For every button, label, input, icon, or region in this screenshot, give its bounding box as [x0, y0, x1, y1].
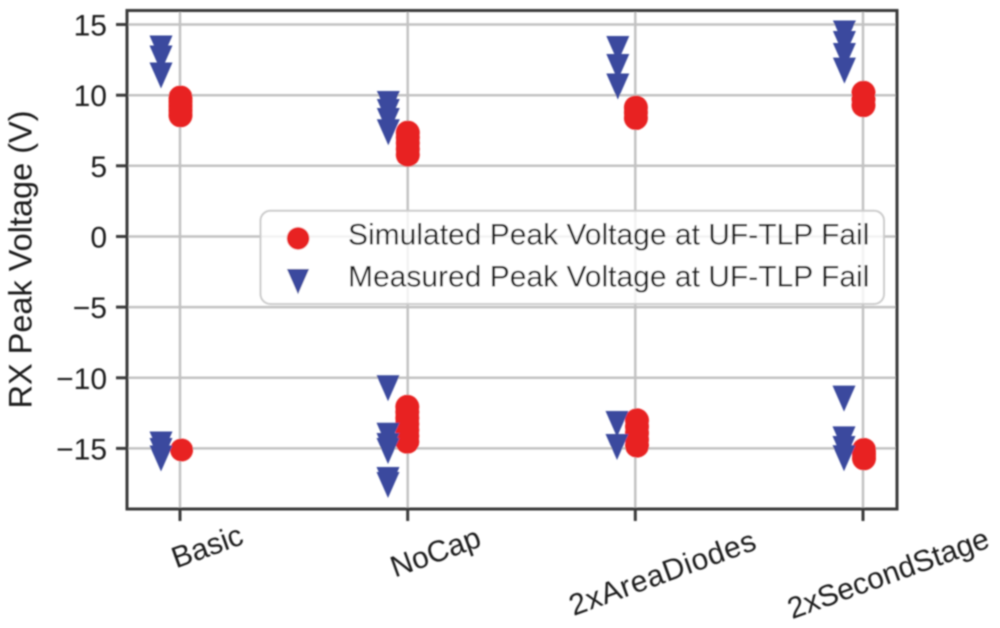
svg-text:−15: −15 [56, 433, 107, 466]
svg-text:10: 10 [74, 80, 107, 113]
svg-text:15: 15 [74, 10, 107, 43]
svg-text:−5: −5 [73, 292, 107, 325]
svg-text:5: 5 [90, 151, 107, 184]
svg-text:RX Peak Voltage (V): RX Peak Voltage (V) [3, 110, 39, 408]
svg-text:0: 0 [90, 222, 107, 255]
svg-text:Measured Peak Voltage at UF-TL: Measured Peak Voltage at UF-TLP Fail [348, 260, 869, 293]
svg-text:−10: −10 [56, 363, 107, 396]
svg-text:Simulated Peak Voltage at UF-T: Simulated Peak Voltage at UF-TLP Fail [348, 219, 869, 252]
